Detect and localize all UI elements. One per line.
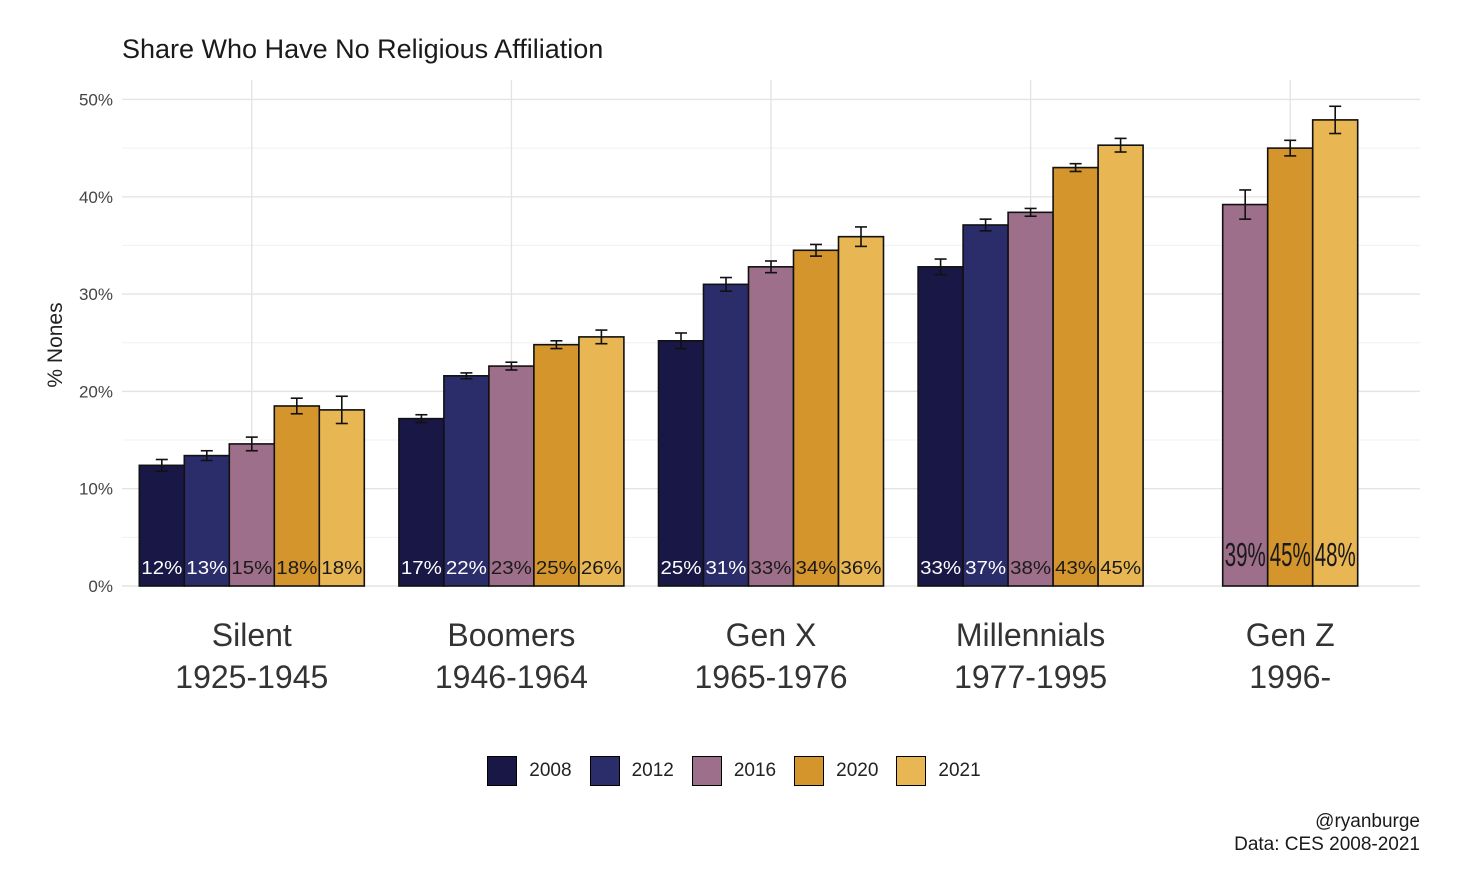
x-tick-label-years: 1977-1995: [954, 659, 1107, 695]
legend-swatch-2016: [691, 756, 722, 786]
data-label: 33%: [920, 558, 961, 578]
bar: [962, 224, 1009, 587]
bar: [488, 365, 535, 587]
x-tick-label: Gen Z: [1246, 617, 1335, 653]
bar: [747, 266, 795, 587]
x-tick-label-years: 1946-1964: [435, 659, 588, 695]
legend-swatch-2008: [487, 756, 518, 786]
bar: [1266, 147, 1314, 587]
data-label: 25%: [661, 558, 702, 578]
x-tick-label-years: 1925-1945: [175, 659, 328, 695]
bar: [533, 343, 580, 587]
data-label: 37%: [965, 558, 1006, 578]
chart-title: Share Who Have No Religious Affiliation: [122, 34, 604, 64]
data-label: 13%: [186, 558, 227, 578]
y-tick-label: 0%: [88, 577, 113, 596]
data-label: 43%: [1055, 558, 1096, 578]
caption: @ryanburge Data: CES 2008-2021: [1234, 810, 1420, 856]
bar: [1097, 144, 1144, 587]
data-label: 15%: [231, 558, 272, 578]
legend-label-2020: 2020: [836, 760, 879, 781]
bar: [318, 409, 366, 587]
legend-item-2016: 2016: [691, 756, 777, 786]
data-label: 22%: [446, 558, 487, 578]
bar: [443, 375, 490, 587]
bar: [138, 464, 186, 587]
x-tick-label-years: 1965-1976: [694, 659, 847, 695]
data-label: 33%: [751, 558, 792, 578]
data-label: 25%: [536, 558, 577, 578]
y-tick-label: 10%: [79, 480, 113, 499]
data-label: 18%: [321, 558, 362, 578]
bar: [837, 235, 885, 587]
data-label: 31%: [706, 558, 747, 578]
x-tick-label: Silent: [212, 617, 292, 653]
y-axis-label: % Nones: [44, 302, 67, 388]
bar: [1007, 211, 1054, 587]
data-label: 18%: [276, 558, 317, 578]
legend-swatch-2020: [794, 756, 825, 786]
legend-label-2012: 2012: [631, 760, 674, 781]
bar: [1311, 119, 1359, 587]
x-tick-label: Gen X: [726, 617, 817, 653]
x-tick-label: Boomers: [447, 617, 575, 653]
bar: [702, 283, 750, 587]
legend-item-2021: 2021: [896, 756, 981, 786]
legend-item-2008: 2008: [487, 756, 572, 786]
data-label: 48%: [1315, 536, 1356, 573]
caption-credit: @ryanburge: [1315, 811, 1420, 832]
legend: 2008 2012 2016 2020 2021: [0, 756, 1468, 786]
bar: [398, 417, 445, 587]
bar: [792, 249, 840, 587]
x-tick-label: Millennials: [956, 617, 1105, 653]
legend-label-2008: 2008: [529, 760, 572, 781]
caption-source: Data: CES 2008-2021: [1234, 834, 1420, 855]
y-tick-label: 40%: [79, 188, 113, 207]
y-tick-label: 30%: [79, 285, 113, 304]
y-tick-label: 50%: [79, 90, 113, 109]
legend-swatch-2021: [896, 756, 927, 786]
bar: [917, 266, 964, 587]
data-label: 45%: [1270, 536, 1311, 573]
bar: [1052, 166, 1099, 587]
data-label: 34%: [796, 558, 837, 578]
data-label: 17%: [401, 558, 442, 578]
y-tick-label: 20%: [79, 382, 113, 401]
legend-item-2020: 2020: [794, 756, 878, 786]
data-label: 45%: [1100, 558, 1141, 578]
bar: [273, 405, 321, 587]
legend-item-2012: 2012: [589, 756, 674, 786]
x-tick-label-years: 1996-: [1249, 659, 1331, 695]
data-label: 39%: [1225, 536, 1266, 573]
data-label: 23%: [491, 558, 532, 578]
bar: [578, 336, 625, 587]
data-label: 12%: [141, 558, 182, 578]
legend-label-2021: 2021: [938, 760, 981, 781]
bar: [657, 339, 705, 587]
data-label: 36%: [841, 558, 882, 578]
legend-label-2016: 2016: [733, 760, 777, 781]
bar: [1221, 203, 1269, 587]
data-label: 26%: [581, 558, 622, 578]
data-label: 38%: [1010, 558, 1051, 578]
legend-swatch-2012: [589, 756, 620, 786]
